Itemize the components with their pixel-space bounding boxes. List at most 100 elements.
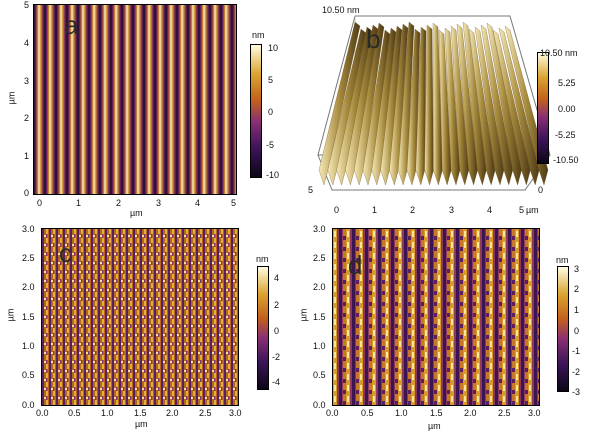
colorbar-tick: -4 — [272, 377, 281, 387]
y-tick: 1.0 — [22, 341, 35, 351]
colorbar-tick: 0 — [268, 107, 274, 117]
panel-c-letter: c — [59, 238, 72, 268]
x-tick: 1.0 — [101, 408, 114, 418]
y-tick: 1 — [24, 151, 30, 161]
colorbar-d — [557, 266, 569, 392]
colorbar-b — [537, 52, 549, 164]
x-tick: 2 — [116, 198, 122, 208]
surface-ridge — [327, 28, 367, 186]
x-axis-label: µm — [526, 205, 539, 215]
x-axis-label: µm — [428, 421, 441, 431]
colorbar-a — [250, 44, 262, 178]
surface-ridge — [456, 23, 478, 186]
y-tick: 0.0 — [22, 400, 35, 410]
surface-ridge — [498, 27, 540, 186]
colorbar-tick: -10.50 — [553, 155, 579, 165]
x-tick: 5 — [231, 198, 237, 208]
x-tick: 3 — [156, 198, 162, 208]
top-height-label: 10.50 nm — [322, 5, 360, 15]
x-tick: 5 — [519, 205, 525, 215]
colorbar-tick: 5 — [268, 75, 274, 85]
colorbar-c — [257, 266, 269, 390]
y-tick: 3.0 — [22, 224, 35, 234]
colorbar-tick: -2 — [572, 367, 581, 377]
surface-ridge — [474, 26, 505, 186]
panel-b: b 10.50 nm 0 1 2 3 4 5 µm 0 5 10.50 nm 5… — [300, 0, 600, 220]
colorbar-tick: 0 — [274, 326, 280, 336]
y-tick: 0.5 — [22, 370, 35, 380]
x-tick: 1.5 — [134, 408, 147, 418]
y-tick: 5 — [24, 0, 30, 10]
x-tick: 4 — [487, 205, 493, 215]
surface-ridge — [415, 26, 427, 186]
x-tick: 2.0 — [166, 408, 179, 418]
x-tick: 0.5 — [361, 408, 374, 418]
x-tick: 1.0 — [395, 408, 408, 418]
y-tick: 2.0 — [22, 282, 35, 292]
surface-ridge — [371, 27, 397, 186]
colorbar-tick: -1 — [572, 346, 581, 356]
colorbar-tick: 10 — [268, 43, 279, 53]
panel-a-heightmap — [34, 5, 236, 194]
panel-c-heightmap — [42, 229, 238, 405]
surface-ridge — [438, 29, 452, 186]
colorbar-tick: -5 — [266, 140, 275, 150]
surface-ridge — [389, 23, 409, 186]
x-tick: 1.5 — [430, 408, 443, 418]
x-tick: 0.0 — [326, 408, 339, 418]
y-tick: 2.0 — [313, 282, 326, 292]
colorbar-tick: 1 — [574, 305, 580, 315]
surface-ridge — [318, 21, 361, 186]
y-axis-label: µm — [298, 308, 309, 322]
colorbar-unit: nm — [556, 255, 569, 265]
x-tick: 0 — [334, 205, 340, 215]
panel-a-letter: a — [64, 10, 79, 40]
colorbar-tick: 10.50 nm — [540, 48, 578, 58]
x-tick: 1 — [76, 198, 82, 208]
x-tick: 3 — [449, 205, 455, 215]
x-tick: 3.0 — [528, 408, 541, 418]
panel-b-3d-surface — [317, 15, 551, 191]
surface-ridge — [406, 28, 421, 186]
colorbar-tick: 2 — [574, 284, 580, 294]
panel-d-heightmap — [333, 229, 539, 405]
x-axis-label: µm — [135, 419, 148, 429]
panel-d-letter: d — [348, 250, 363, 280]
panel-c-image — [41, 228, 239, 406]
x-tick: 2.0 — [464, 408, 477, 418]
surface-ridge — [486, 22, 522, 186]
y-tick: 2.5 — [313, 253, 326, 263]
colorbar-tick: 0.00 — [558, 104, 576, 114]
colorbar-unit: nm — [252, 30, 265, 40]
colorbar-unit: nm — [256, 254, 269, 264]
y-axis-label: µm — [5, 308, 16, 322]
y-tick: 0.5 — [313, 370, 326, 380]
colorbar-tick: -5.25 — [555, 130, 576, 140]
colorbar-tick: 0 — [574, 326, 580, 336]
surface-ridge — [480, 24, 513, 186]
panel-a: a 5 4 3 2 1 0 µm 0 1 2 3 4 5 µm nm 10 5 … — [0, 0, 300, 220]
surface-ridge — [380, 25, 403, 186]
y-tick: 3 — [24, 76, 30, 86]
x-tick: 0.0 — [36, 408, 49, 418]
surface-ridge — [362, 29, 391, 186]
colorbar-tick: 3 — [574, 264, 580, 274]
x-tick: 2 — [410, 205, 416, 215]
panel-a-image — [33, 4, 237, 195]
colorbar-tick: -3 — [572, 387, 581, 397]
x-tick: 3.0 — [229, 408, 242, 418]
colorbar-tick: 5.25 — [558, 78, 576, 88]
surface-ridge — [336, 26, 373, 186]
surface-ridge — [444, 27, 461, 186]
y-axis-label: µm — [6, 91, 17, 105]
colorbar-tick: 2 — [274, 300, 280, 310]
surface-ridge — [462, 21, 487, 186]
y-tick: 1.5 — [22, 312, 35, 322]
x-tick: 1 — [372, 205, 378, 215]
surface-ridge — [450, 25, 469, 186]
y-tick: 2.5 — [22, 253, 35, 263]
x-tick: 2.5 — [498, 408, 511, 418]
panel-d: d 3.0 2.5 2.0 1.5 1.0 0.5 0.0 µm 0.0 0.5… — [298, 220, 600, 435]
panel-c: c 3.0 2.5 2.0 1.5 1.0 0.5 0.0 µm 0.0 0.5… — [0, 220, 300, 435]
y-tick: 2 — [24, 113, 30, 123]
